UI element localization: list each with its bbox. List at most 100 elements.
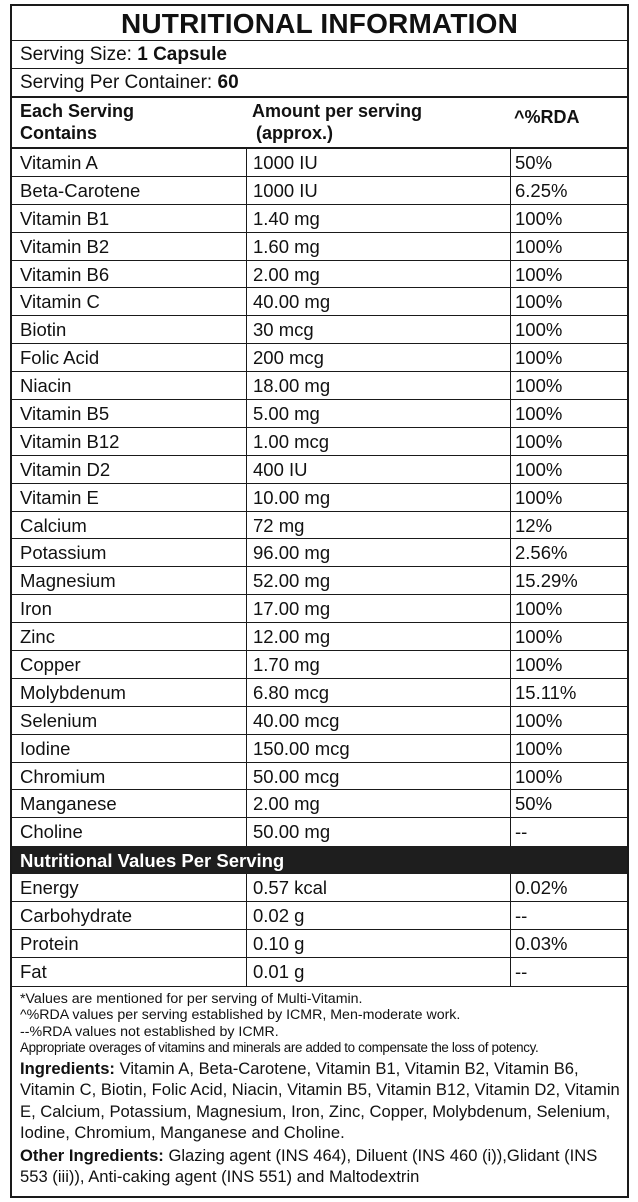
table-row: Biotin 30 mcg 100% <box>12 316 627 345</box>
table-row: Vitamin B5 5.00 mg 100% <box>12 400 627 428</box>
nutrient-amount: 17.00 mg <box>247 595 511 623</box>
nutrient-amount: 150.00 mcg <box>247 734 511 762</box>
nutrient-name: Molybdenum <box>12 678 247 706</box>
other-ingredients-list: Glazing agent (INS 464), Diluent (INS 46… <box>20 1145 598 1187</box>
nutrient-rda: 50% <box>515 793 553 815</box>
header-rda: ^%RDA <box>514 107 580 127</box>
header-each-serving: Each Serving Contains <box>12 98 246 147</box>
ingredients-label: Ingredients: <box>20 1058 115 1078</box>
nutrient-rda: 100% <box>515 598 563 620</box>
note-line: Appropriate overages of vitamins and min… <box>20 1040 539 1056</box>
nutrient-rda: 100% <box>515 654 563 676</box>
serving-per-container-row: Serving Per Container: 60 <box>12 69 627 98</box>
nutrient-table: Vitamin A 1000 IU 50% Beta-Carotene 1000 IU 6… <box>12 149 627 847</box>
nutrient-amount: 1.40 mg <box>247 204 511 232</box>
table-row: Carbohydrate 0.02 g -- <box>12 902 627 931</box>
nutrient-amount: 2.00 mg <box>247 260 511 288</box>
nutrient-amount: 1000 IU <box>247 176 511 204</box>
nutrient-rda: -- <box>515 960 528 982</box>
table-row: Energy 0.57 kcal 0.02% <box>12 874 627 903</box>
header-each-serving-line1: Each Serving <box>20 101 135 121</box>
nutrient-name: Selenium <box>12 706 247 734</box>
table-row: Vitamin B2 1.60 mg 100% <box>12 232 627 261</box>
nutrient-rda: 100% <box>515 375 563 397</box>
table-row: Magnesium 52.00 mg 15.29% <box>12 567 627 596</box>
table-row: Choline 50.00 mg -- <box>12 818 627 847</box>
nutrient-rda: 100% <box>515 765 563 787</box>
nutrient-name: Protein <box>12 930 247 957</box>
nutrient-amount: 0.57 kcal <box>247 874 511 902</box>
nutrient-rda: 0.03% <box>515 933 568 955</box>
nutrient-name: Vitamin B2 <box>12 232 247 260</box>
note-line: *Values are mentioned for per serving of… <box>20 990 363 1007</box>
nutrient-name: Beta-Carotene <box>12 176 247 204</box>
nutrient-rda: 100% <box>515 430 563 452</box>
table-row: Selenium 40.00 mcg 100% <box>12 706 627 735</box>
nutrient-amount: 1000 IU <box>247 149 511 176</box>
table-header: Each Serving Contains Amount per serving… <box>12 98 627 149</box>
nutrient-amount: 72 mg <box>247 511 511 539</box>
table-row: Vitamin B12 1.00 mcg 100% <box>12 427 627 456</box>
nutrient-name: Potassium <box>12 539 247 567</box>
nutrient-rda: 50% <box>515 152 553 173</box>
nutrient-name: Copper <box>12 651 247 678</box>
table-row: Molybdenum 6.80 mcg 15.11% <box>12 678 627 707</box>
nutrient-name: Vitamin B1 <box>12 204 247 232</box>
nutrient-name: Vitamin A <box>12 149 247 176</box>
nutrient-name: Chromium <box>12 762 247 790</box>
table-row: Chromium 50.00 mcg 100% <box>12 762 627 791</box>
serving-per-container-label: Serving Per Container: <box>20 72 213 93</box>
nutrient-amount: 0.01 g <box>247 957 511 986</box>
header-amount-line2: (approx.) <box>256 123 334 143</box>
table-row: Vitamin B1 1.40 mg 100% <box>12 204 627 233</box>
header-each-serving-line2: Contains <box>20 123 98 143</box>
serving-size-row: Serving Size: 1 Capsule <box>12 41 627 69</box>
nutrient-amount: 12.00 mg <box>247 623 511 651</box>
nutrient-amount: 96.00 mg <box>247 539 511 567</box>
nutrient-rda: 100% <box>515 263 563 285</box>
nutrient-rda: 100% <box>515 626 563 648</box>
nutrient-name: Folic Acid <box>12 344 247 372</box>
nutrient-rda: 100% <box>515 486 563 508</box>
nutrient-rda: 15.11% <box>515 681 577 703</box>
nutrient-amount: 18.00 mg <box>247 372 511 400</box>
note-line: ^%RDA values per serving established by … <box>20 1007 461 1024</box>
nutrient-rda: 15.29% <box>515 570 578 592</box>
nutrient-amount: 1.00 mcg <box>247 427 511 455</box>
header-amount: Amount per serving (approx.) <box>246 98 510 147</box>
header-amount-line1: Amount per serving <box>252 101 423 121</box>
serving-size-value: 1 Capsule <box>137 44 227 65</box>
nutrient-rda: 100% <box>515 403 563 425</box>
other-ingredients-text: Other Ingredients: Glazing agent (INS 46… <box>20 1145 627 1188</box>
note-line: --%RDA values not established by ICMR. <box>20 1023 279 1040</box>
nutrient-amount: 0.02 g <box>247 902 511 930</box>
table-row: Zinc 12.00 mg 100% <box>12 623 627 652</box>
table-row: Niacin 18.00 mg 100% <box>12 372 627 401</box>
nutrient-amount: 52.00 mg <box>247 567 511 595</box>
nutrient-name: Vitamin C <box>12 288 247 316</box>
ingredients-text: Ingredients: Vitamin A, Beta-Carotene, V… <box>20 1058 627 1144</box>
nutrient-name: Energy <box>12 874 247 902</box>
nutrient-name: Vitamin B6 <box>12 260 247 288</box>
nutrient-name: Fat <box>12 957 247 986</box>
nutrient-rda: 100% <box>515 319 563 341</box>
nutrient-amount: 1.60 mg <box>247 232 511 260</box>
table-row: Iron 17.00 mg 100% <box>12 595 627 624</box>
nutrient-name: Manganese <box>12 790 247 818</box>
nutrient-rda: 100% <box>515 709 563 731</box>
nutrient-name: Niacin <box>12 372 247 400</box>
values-table: Energy 0.57 kcal 0.02% Carbohydrate 0.02 g --… <box>12 874 627 986</box>
footer-notes: *Values are mentioned for per serving of… <box>12 985 627 1188</box>
table-row: Potassium 96.00 mg 2.56% <box>12 539 627 568</box>
nutrient-amount: 50.00 mg <box>247 818 511 847</box>
nutrient-amount: 2.00 mg <box>247 790 511 818</box>
table-row: Vitamin D2 400 IU 100% <box>12 455 627 484</box>
nutrition-panel: NUTRITIONAL INFORMATION Serving Size: 1 … <box>10 4 629 1198</box>
table-row: Protein 0.10 g 0.03% <box>12 930 627 958</box>
nutrient-amount: 6.80 mcg <box>247 678 511 706</box>
table-row: Vitamin C 40.00 mg 100% <box>12 288 627 317</box>
nutrient-amount: 40.00 mcg <box>247 706 511 734</box>
nutrient-rda: 100% <box>515 347 563 369</box>
nutrient-amount: 30 mcg <box>247 316 511 344</box>
nutrient-name: Iodine <box>12 734 247 762</box>
